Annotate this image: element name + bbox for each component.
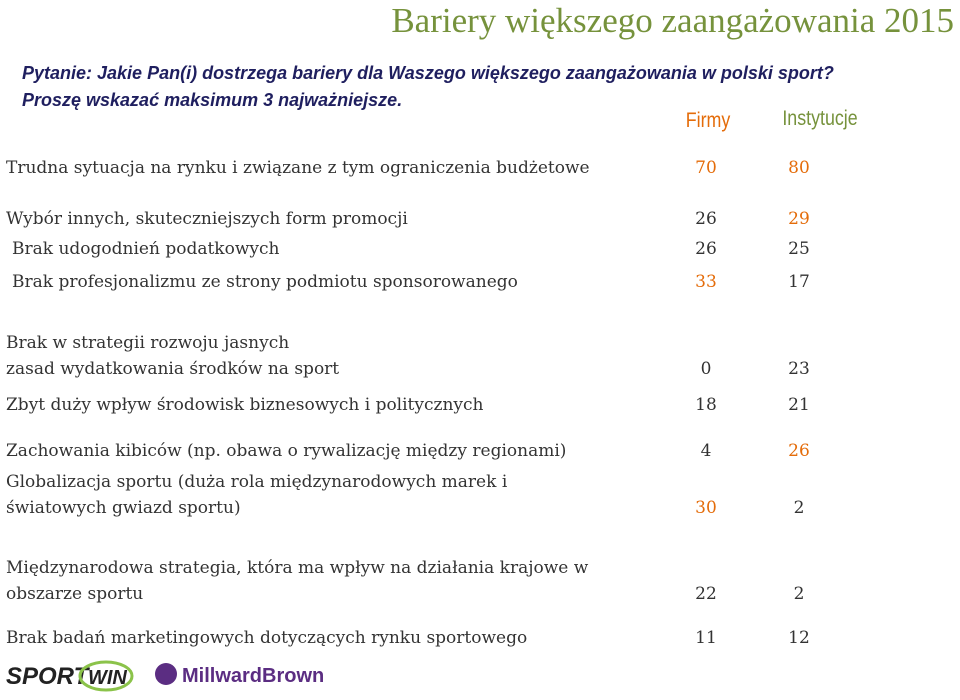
row-value: 12 [788,628,810,648]
row-label: Międzynarodowa strategia, która ma wpływ… [6,558,589,578]
row-label: światowych gwiazd sportu) [6,498,241,518]
logo-sport: SPORT [6,663,91,690]
row-value: 22 [695,584,717,604]
row-label: Trudna sytuacja na rynku i związane z ty… [6,158,590,178]
logo-win: WIN [88,667,127,689]
column-header: Firmy [686,109,731,133]
row-value: 4 [701,441,712,461]
question-line: Pytanie: Jakie Pan(i) dostrzega bariery … [22,63,834,83]
row-value: 18 [695,395,717,415]
logo-swoosh [78,660,134,692]
row-label: Zbyt duży wpływ środowisk biznesowych i … [6,395,484,415]
row-label: Brak profesjonalizmu ze strony podmiotu … [12,272,518,292]
row-value: 17 [788,272,810,292]
column-header: Instytucje [782,107,857,131]
question-line: Proszę wskazać maksimum 3 najważniejsze. [22,90,402,110]
logos: SPORT WIN MillwardBrown [6,660,324,692]
row-value: 30 [695,498,717,518]
row-value: 2 [794,584,805,604]
row-value: 26 [695,239,717,259]
row-label: Zachowania kibiców (np. obawa o rywaliza… [6,441,566,461]
row-label: Brak w strategii rozwoju jasnych [6,333,289,353]
row-value: 33 [695,272,717,292]
row-label: Wybór innych, skuteczniejszych form prom… [6,209,408,229]
row-label: Globalizacja sportu (duża rola międzynar… [6,472,508,492]
logo-millwardbrown: MillwardBrown [182,665,324,687]
slide-title: Bariery większego zaangażowania 2015 [391,1,954,40]
row-value: 25 [788,239,810,259]
row-value: 26 [788,441,810,461]
row-value: 21 [788,395,810,415]
logo-mark [155,663,177,685]
row-value: 70 [695,158,717,178]
row-label: zasad wydatkowania środków na sport [6,359,339,379]
row-value: 80 [788,158,810,178]
row-label: obszarze sportu [6,584,143,604]
row-value: 29 [788,209,810,229]
row-label: Brak badań marketingowych dotyczących ry… [6,628,527,648]
row-value: 0 [701,359,712,379]
row-value: 23 [788,359,810,379]
row-label: Brak udogodnień podatkowych [12,239,280,259]
row-value: 26 [695,209,717,229]
row-value: 2 [794,498,805,518]
row-value: 11 [695,628,717,648]
